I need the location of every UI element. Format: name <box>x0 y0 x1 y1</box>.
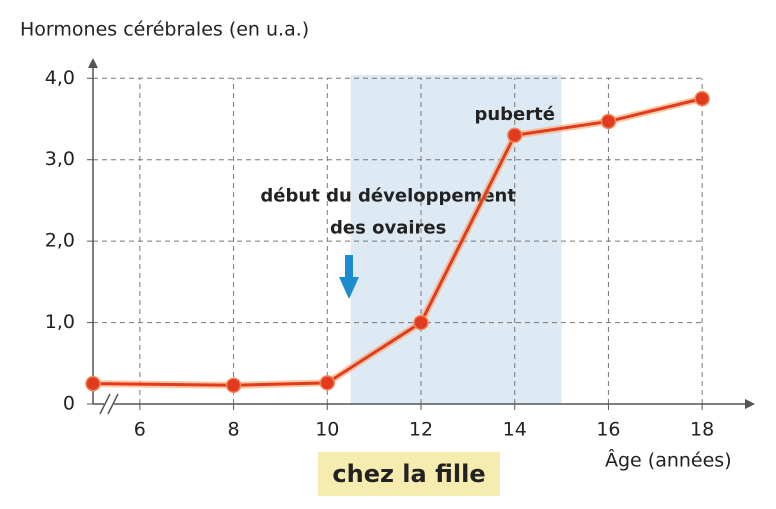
caption: chez la fille <box>332 460 485 488</box>
y-tick-label: 2,0 <box>45 230 75 252</box>
point <box>319 375 336 391</box>
annotation: des ovaires <box>330 217 446 238</box>
caption-box <box>318 452 500 496</box>
point <box>413 314 429 331</box>
y-tick-label: 3,0 <box>45 148 75 170</box>
x-tick-label: 10 <box>315 419 339 441</box>
x-tick-label: 12 <box>409 419 433 441</box>
x-axis-label: Âge (années) <box>605 449 732 472</box>
x-tick-label: 16 <box>596 419 620 441</box>
arrow-icon <box>339 255 359 299</box>
x-tick-label: 14 <box>503 419 527 441</box>
x-tick-label: 18 <box>690 419 714 441</box>
chart-title: Hormones cérébrales (en u.a.) <box>20 19 309 41</box>
y-tick-label: 0 <box>63 393 75 415</box>
axis-break <box>99 393 111 415</box>
annotation: début du développement <box>260 185 516 206</box>
y-tick-label: 1,0 <box>45 311 75 333</box>
x-tick-label: 8 <box>228 419 240 441</box>
point <box>85 375 101 392</box>
x-tick-label: 6 <box>134 419 146 441</box>
y-axis-arrow <box>88 58 98 68</box>
point <box>600 113 617 130</box>
axis-break-gap <box>104 394 114 414</box>
point <box>225 377 242 394</box>
annotation: puberté <box>474 104 554 125</box>
point <box>694 90 710 107</box>
y-tick-label: 4,0 <box>45 67 75 89</box>
axis-break <box>107 393 119 415</box>
point <box>506 127 523 144</box>
x-axis-arrow <box>745 399 755 409</box>
